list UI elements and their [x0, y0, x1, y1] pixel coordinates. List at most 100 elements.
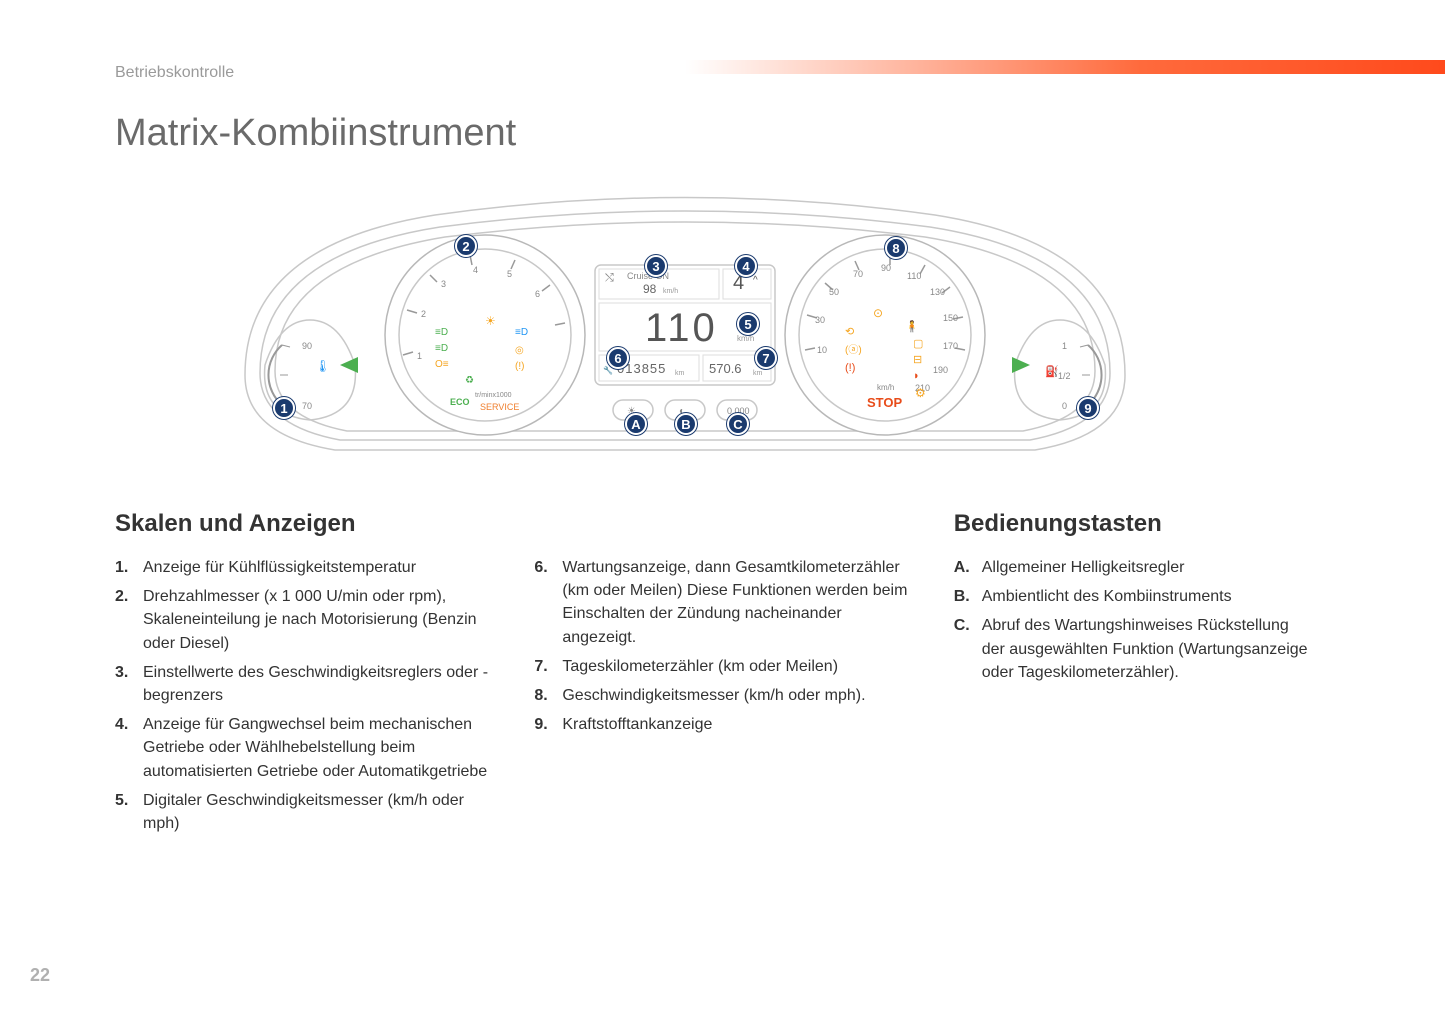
item-text: Einstellwerte des Geschwindigkeitsregler… [143, 661, 494, 707]
svg-text:1: 1 [417, 351, 422, 361]
list-item: 5.Digitaler Geschwindigkeitsmesser (km/h… [115, 789, 494, 835]
col-bedienung: Bedienungstasten A.Allgemeiner Helligkei… [954, 510, 1315, 841]
callout-8: 8 [885, 237, 907, 259]
item-number: 4. [115, 713, 143, 783]
heading-bedienung: Bedienungstasten [954, 510, 1315, 538]
item-text: Drehzahlmesser (x 1 000 U/min oder rpm),… [143, 585, 494, 655]
left-turn-arrow-icon [340, 357, 358, 373]
list-item: C.Abruf des Wartungshinweises Rückstellu… [954, 614, 1315, 684]
fuel-half: 1/2 [1058, 371, 1071, 381]
callout-5: 5 [737, 313, 759, 335]
seatbelt-icon: 🧍 [905, 320, 919, 333]
digital-speed: 110 [645, 306, 718, 350]
fuel-icon: ⛽ [1045, 365, 1059, 378]
list-item: B.Ambientlicht des Kombiinstruments [954, 585, 1315, 608]
section-label: Betriebskontrolle [115, 64, 234, 82]
item-number: B. [954, 585, 982, 608]
abs-icon: (ⓐ) [845, 344, 862, 356]
callout-B: B [675, 413, 697, 435]
item-text: Ambientlicht des Kombiinstruments [982, 585, 1315, 608]
svg-text:70: 70 [853, 269, 863, 279]
item-number: 6. [534, 556, 562, 649]
list-item: A.Allgemeiner Helligkeitsregler [954, 556, 1315, 579]
temp-90: 90 [302, 341, 312, 351]
svg-text:50: 50 [829, 287, 839, 297]
right-turn-arrow-icon [1012, 357, 1030, 373]
callout-2: 2 [455, 235, 477, 257]
door-icon: ▢ [913, 338, 923, 350]
item-text: Abruf des Wartungshinweises Rückstellung… [982, 614, 1315, 684]
foglight-front-icon: ≡D [435, 343, 448, 354]
tpms-icon: (!) [515, 361, 524, 372]
item-number: 8. [534, 684, 562, 707]
list-item: 2.Drehzahlmesser (x 1 000 U/min oder rpm… [115, 585, 494, 655]
callout-7: 7 [755, 347, 777, 369]
svg-text:190: 190 [933, 365, 948, 375]
callout-6: 6 [607, 347, 629, 369]
svg-text:3: 3 [441, 279, 446, 289]
speed-unit: km/h [737, 334, 754, 343]
foglight-rear-icon: O≡ [435, 359, 449, 370]
item-number: 1. [115, 556, 143, 579]
item-text: Geschwindigkeitsmesser (km/h oder mph). [562, 684, 913, 707]
gear-arrow: ^ [753, 275, 758, 286]
trip: 570.6 [709, 361, 742, 376]
item-text: Wartungsanzeige, dann Gesamtkilometerzäh… [562, 556, 913, 649]
item-text: Digitaler Geschwindigkeitsmesser (km/h o… [143, 789, 494, 835]
callout-9: 9 [1077, 397, 1099, 419]
fuel-0: 0 [1062, 401, 1067, 411]
svg-text:150: 150 [943, 313, 958, 323]
airbag-icon: ⊙ [873, 306, 883, 320]
svg-text:110: 110 [907, 271, 921, 281]
item-number: 9. [534, 713, 562, 736]
svg-text:30: 30 [815, 315, 825, 325]
svg-text:4: 4 [473, 265, 478, 275]
kmh-label: km/h [877, 383, 894, 392]
svg-text:170: 170 [943, 341, 958, 351]
list-item: 1.Anzeige für Kühlflüssigkeitstemperatur [115, 556, 494, 579]
cruise-speed: 98 [643, 282, 657, 296]
svg-text:6: 6 [535, 289, 540, 299]
col-skalen-right: . 6.Wartungsanzeige, dann Gesamtkilomete… [534, 510, 913, 841]
odo-unit: km [675, 370, 685, 377]
item-number: 5. [115, 789, 143, 835]
callout-1: 1 [273, 397, 295, 419]
item-text: Anzeige für Gangwechsel beim mechanische… [143, 713, 494, 783]
list-item: 7.Tageskilometerzähler (km oder Meilen) [534, 655, 913, 678]
item-number: 2. [115, 585, 143, 655]
list-item: 4.Anzeige für Gangwechsel beim mechanisc… [115, 713, 494, 783]
cruise-icon: ⤭ [605, 272, 614, 284]
svg-text:90: 90 [881, 263, 891, 273]
brake-icon: (!) [845, 362, 855, 374]
callout-4: 4 [735, 255, 757, 277]
highbeam-icon: ≡D [515, 327, 528, 338]
fuel-1: 1 [1062, 341, 1067, 351]
item-text: Kraftstofftankanzeige [562, 713, 913, 736]
callout-3: 3 [645, 255, 667, 277]
content-columns: Skalen und Anzeigen 1.Anzeige für Kühlfl… [115, 510, 1315, 841]
item-number: C. [954, 614, 982, 684]
trip-unit: km [753, 370, 763, 377]
temp-70: 70 [302, 401, 312, 411]
callout-C: C [727, 413, 749, 435]
item-number: 7. [534, 655, 562, 678]
col-skalen-left: Skalen und Anzeigen 1.Anzeige für Kühlfl… [115, 510, 494, 841]
oil-icon: ◗ [913, 370, 920, 382]
svg-text:2: 2 [421, 309, 426, 319]
header-gradient-bar [685, 60, 1445, 74]
rpm-unit-label: tr/minx1000 [475, 392, 512, 399]
list-item: 3.Einstellwerte des Geschwindigkeitsregl… [115, 661, 494, 707]
list-item: 9.Kraftstofftankanzeige [534, 713, 913, 736]
callout-A: A [625, 413, 647, 435]
eco-icon: ♻ [465, 375, 474, 386]
list-item: 8.Geschwindigkeitsmesser (km/h oder mph)… [534, 684, 913, 707]
heading-skalen: Skalen und Anzeigen [115, 510, 494, 538]
svg-text:130: 130 [930, 287, 945, 297]
battery-icon: ⊟ [913, 354, 922, 366]
sun-icon: ☀ [485, 314, 496, 328]
page-number: 22 [30, 965, 50, 986]
eco-label: ECO [450, 397, 470, 407]
engine-icon: ⚙ [915, 386, 926, 400]
temp-icon: 🌡 [315, 359, 330, 373]
page-title: Matrix-Kombiinstrument [115, 112, 516, 155]
